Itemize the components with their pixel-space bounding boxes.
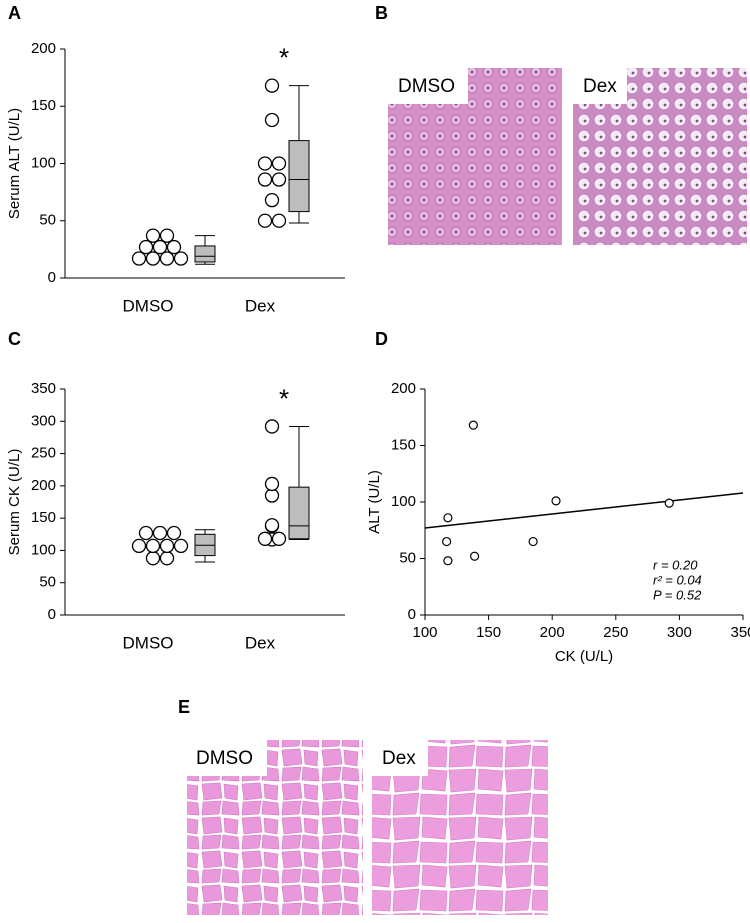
y-tick-label: 300 — [31, 412, 56, 429]
y-tick-label: 200 — [31, 477, 56, 494]
y-tick-label: 200 — [391, 380, 416, 397]
data-point — [528, 536, 538, 547]
x-tick-label: DMSO — [123, 633, 174, 652]
image-label: Dex — [583, 76, 617, 97]
y-tick-label: 100 — [31, 541, 56, 558]
y-tick-label: 350 — [31, 380, 56, 397]
significance-mark: * — [279, 43, 289, 73]
data-point — [664, 498, 674, 508]
data-point — [159, 251, 175, 266]
y-tick-label: 200 — [31, 40, 56, 57]
data-point — [152, 525, 168, 541]
image-label: Dex — [382, 748, 416, 769]
y-tick-label: 150 — [31, 97, 56, 114]
box — [288, 140, 310, 213]
x-tick-label: 100 — [412, 624, 437, 641]
data-point — [173, 251, 189, 266]
data-point — [470, 551, 480, 561]
data-point — [159, 551, 175, 566]
data-point — [551, 496, 561, 506]
data-point — [271, 172, 287, 187]
data-point — [257, 531, 273, 546]
y-tick-label: 250 — [31, 445, 56, 462]
image-label: DMSO — [398, 76, 455, 97]
data-point — [264, 518, 280, 533]
data-point — [264, 112, 280, 128]
stat-label: r = 0.20 — [653, 557, 698, 572]
x-tick-label: 200 — [540, 624, 565, 641]
panel-letter: B — [375, 3, 388, 23]
data-point — [145, 538, 161, 554]
data-point — [152, 239, 168, 255]
panel-e: E DMSO Dex — [178, 697, 548, 915]
label-box — [372, 740, 428, 776]
label-box — [187, 740, 267, 776]
data-point — [145, 228, 161, 243]
y-tick-label: 100 — [391, 493, 416, 510]
y-tick-label: 50 — [399, 549, 416, 566]
fit-line — [424, 492, 744, 529]
x-tick-label: 350 — [730, 624, 750, 641]
data-point — [166, 525, 182, 541]
box — [288, 486, 310, 540]
stat-label: P = 0.52 — [653, 587, 702, 602]
data-point — [264, 476, 280, 492]
y-axis-label: Serum ALT (U/L) — [6, 108, 23, 219]
data-point — [257, 172, 273, 187]
data-point — [173, 538, 189, 554]
data-point — [468, 420, 478, 430]
y-tick-label: 100 — [31, 154, 56, 171]
data-point — [145, 251, 161, 266]
panel-letter: D — [375, 329, 388, 349]
significance-mark: * — [279, 383, 289, 413]
data-point — [131, 538, 147, 554]
x-tick-label: 150 — [476, 624, 501, 641]
x-tick-label: 300 — [667, 624, 692, 641]
panel-letter: E — [178, 697, 190, 717]
image-label: DMSO — [196, 748, 253, 769]
y-axis-label: Serum CK (U/L) — [6, 449, 23, 556]
data-point — [138, 525, 154, 541]
y-tick-label: 150 — [391, 436, 416, 453]
x-tick-label: Dex — [245, 633, 276, 652]
data-point — [264, 192, 280, 208]
data-point — [271, 213, 287, 228]
data-point — [138, 239, 154, 255]
data-point — [131, 251, 147, 266]
data-point — [159, 228, 175, 243]
y-axis-label: ALT (U/L) — [366, 470, 383, 534]
data-point — [264, 419, 280, 434]
y-tick-label: 50 — [39, 212, 56, 229]
label-box — [388, 68, 468, 104]
y-tick-label: 0 — [48, 606, 56, 623]
x-tick-label: DMSO — [123, 296, 174, 315]
data-point — [257, 213, 273, 228]
data-point — [257, 156, 273, 171]
x-tick-label: Dex — [245, 296, 276, 315]
data-point — [159, 538, 175, 554]
data-point — [271, 531, 287, 546]
data-point — [443, 513, 453, 523]
data-point — [271, 156, 287, 171]
label-box — [573, 68, 627, 104]
data-point — [443, 556, 453, 566]
panel-letter: C — [8, 329, 21, 349]
y-tick-label: 50 — [39, 574, 56, 591]
data-point — [145, 551, 161, 566]
panel-letter: A — [8, 3, 21, 23]
y-tick-label: 0 — [48, 269, 56, 286]
y-tick-label: 0 — [408, 606, 416, 623]
data-point — [264, 78, 280, 93]
data-point — [442, 536, 452, 547]
data-point — [166, 239, 182, 255]
panel-b: B DMSO Dex — [375, 3, 747, 245]
stat-label: r² = 0.04 — [653, 572, 702, 587]
box — [194, 245, 216, 263]
y-tick-label: 150 — [31, 509, 56, 526]
x-tick-label: 250 — [603, 624, 628, 641]
x-axis-label: CK (U/L) — [555, 648, 613, 665]
